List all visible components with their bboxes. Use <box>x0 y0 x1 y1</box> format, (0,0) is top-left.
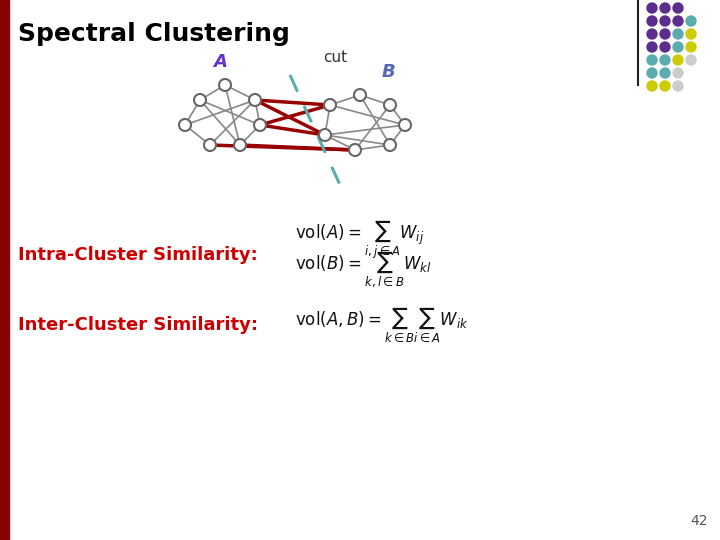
Text: $\mathrm{vol}(B) = \sum_{k,l \in B} W_{kl}$: $\mathrm{vol}(B) = \sum_{k,l \in B} W_{k… <box>295 249 431 291</box>
Text: 42: 42 <box>690 514 708 528</box>
Circle shape <box>647 16 657 26</box>
Circle shape <box>673 55 683 65</box>
Circle shape <box>219 79 231 91</box>
Circle shape <box>660 81 670 91</box>
Circle shape <box>673 29 683 39</box>
Text: $\mathrm{vol}(A) = \sum_{i,j \in A} W_{ij}$: $\mathrm{vol}(A) = \sum_{i,j \in A} W_{i… <box>295 219 424 261</box>
Circle shape <box>234 139 246 151</box>
Circle shape <box>384 139 396 151</box>
Circle shape <box>673 68 683 78</box>
Circle shape <box>384 99 396 111</box>
Circle shape <box>204 139 216 151</box>
Circle shape <box>673 3 683 13</box>
Circle shape <box>673 42 683 52</box>
Circle shape <box>673 16 683 26</box>
Circle shape <box>660 68 670 78</box>
Circle shape <box>324 99 336 111</box>
Text: Spectral Clustering: Spectral Clustering <box>18 22 290 46</box>
Text: Intra-Cluster Similarity:: Intra-Cluster Similarity: <box>18 246 258 264</box>
Circle shape <box>319 129 331 141</box>
Text: A: A <box>213 53 227 71</box>
Circle shape <box>660 55 670 65</box>
Text: Inter-Cluster Similarity:: Inter-Cluster Similarity: <box>18 316 258 334</box>
Circle shape <box>399 119 411 131</box>
Text: cut: cut <box>323 50 347 65</box>
Circle shape <box>179 119 191 131</box>
Circle shape <box>249 94 261 106</box>
Text: B: B <box>381 63 395 81</box>
Circle shape <box>660 42 670 52</box>
Circle shape <box>686 29 696 39</box>
Circle shape <box>194 94 206 106</box>
Circle shape <box>686 55 696 65</box>
Bar <box>0 0 9 540</box>
Circle shape <box>647 55 657 65</box>
Circle shape <box>647 42 657 52</box>
Circle shape <box>354 89 366 101</box>
Circle shape <box>686 16 696 26</box>
Circle shape <box>647 81 657 91</box>
Circle shape <box>686 42 696 52</box>
Circle shape <box>660 3 670 13</box>
Circle shape <box>647 68 657 78</box>
Text: $\mathrm{vol}(A,B) = \sum_{k \in B}\sum_{i \in A} W_{ik}$: $\mathrm{vol}(A,B) = \sum_{k \in B}\sum_… <box>295 306 468 345</box>
Circle shape <box>673 81 683 91</box>
Circle shape <box>647 3 657 13</box>
Circle shape <box>254 119 266 131</box>
Circle shape <box>660 29 670 39</box>
Circle shape <box>647 29 657 39</box>
Circle shape <box>349 144 361 156</box>
Circle shape <box>660 16 670 26</box>
